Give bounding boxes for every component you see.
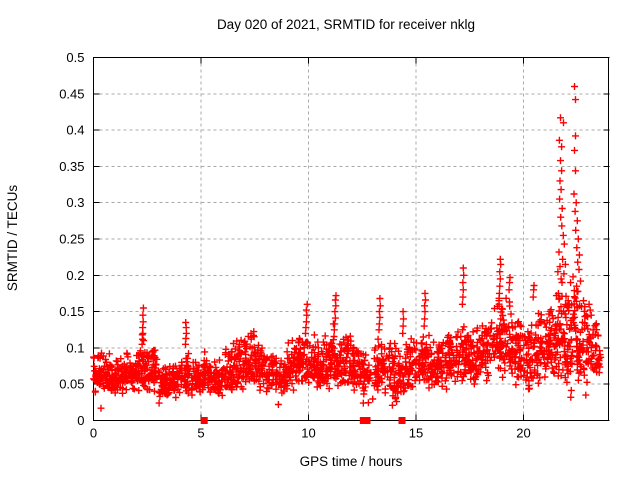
y-tick-label: 0.5	[66, 50, 84, 65]
axis-flag-markers	[200, 417, 406, 424]
y-tick-label: 0.15	[59, 304, 84, 319]
x-tick-label: 0	[90, 426, 97, 441]
y-tick-label: 0.25	[59, 232, 84, 247]
y-axis-label: SRMTID / TECUs	[5, 185, 20, 292]
axis-flag-square	[398, 417, 406, 424]
y-tick-labels: 0 0.05 0.1 0.15 0.2 0.25 0.3 0.35 0.4 0.45 0.5	[59, 50, 84, 428]
x-tick-label: 15	[409, 426, 423, 441]
axis-flag-square	[200, 417, 208, 424]
data-points-series	[90, 83, 605, 412]
x-tick-label: 20	[516, 426, 530, 441]
y-tick-label: 0.45	[59, 86, 84, 101]
x-tick-labels: 0 5 10 15 20	[90, 426, 531, 441]
x-tick-label: 10	[301, 426, 315, 441]
chart-title: Day 020 of 2021, SRMTID for receiver nkl…	[217, 17, 475, 32]
y-tick-label: 0	[77, 413, 84, 428]
y-tick-label: 0.35	[59, 159, 84, 174]
y-tick-label: 0.2	[66, 268, 84, 283]
y-tick-label: 0.05	[59, 377, 84, 392]
y-tick-label: 0.1	[66, 340, 84, 355]
y-tick-label: 0.3	[66, 195, 84, 210]
axis-flag-square	[363, 417, 371, 424]
axis-flag-square	[359, 417, 367, 424]
x-tick-label: 5	[197, 426, 204, 441]
y-tick-label: 0.4	[66, 123, 84, 138]
x-axis-label: GPS time / hours	[300, 454, 403, 469]
